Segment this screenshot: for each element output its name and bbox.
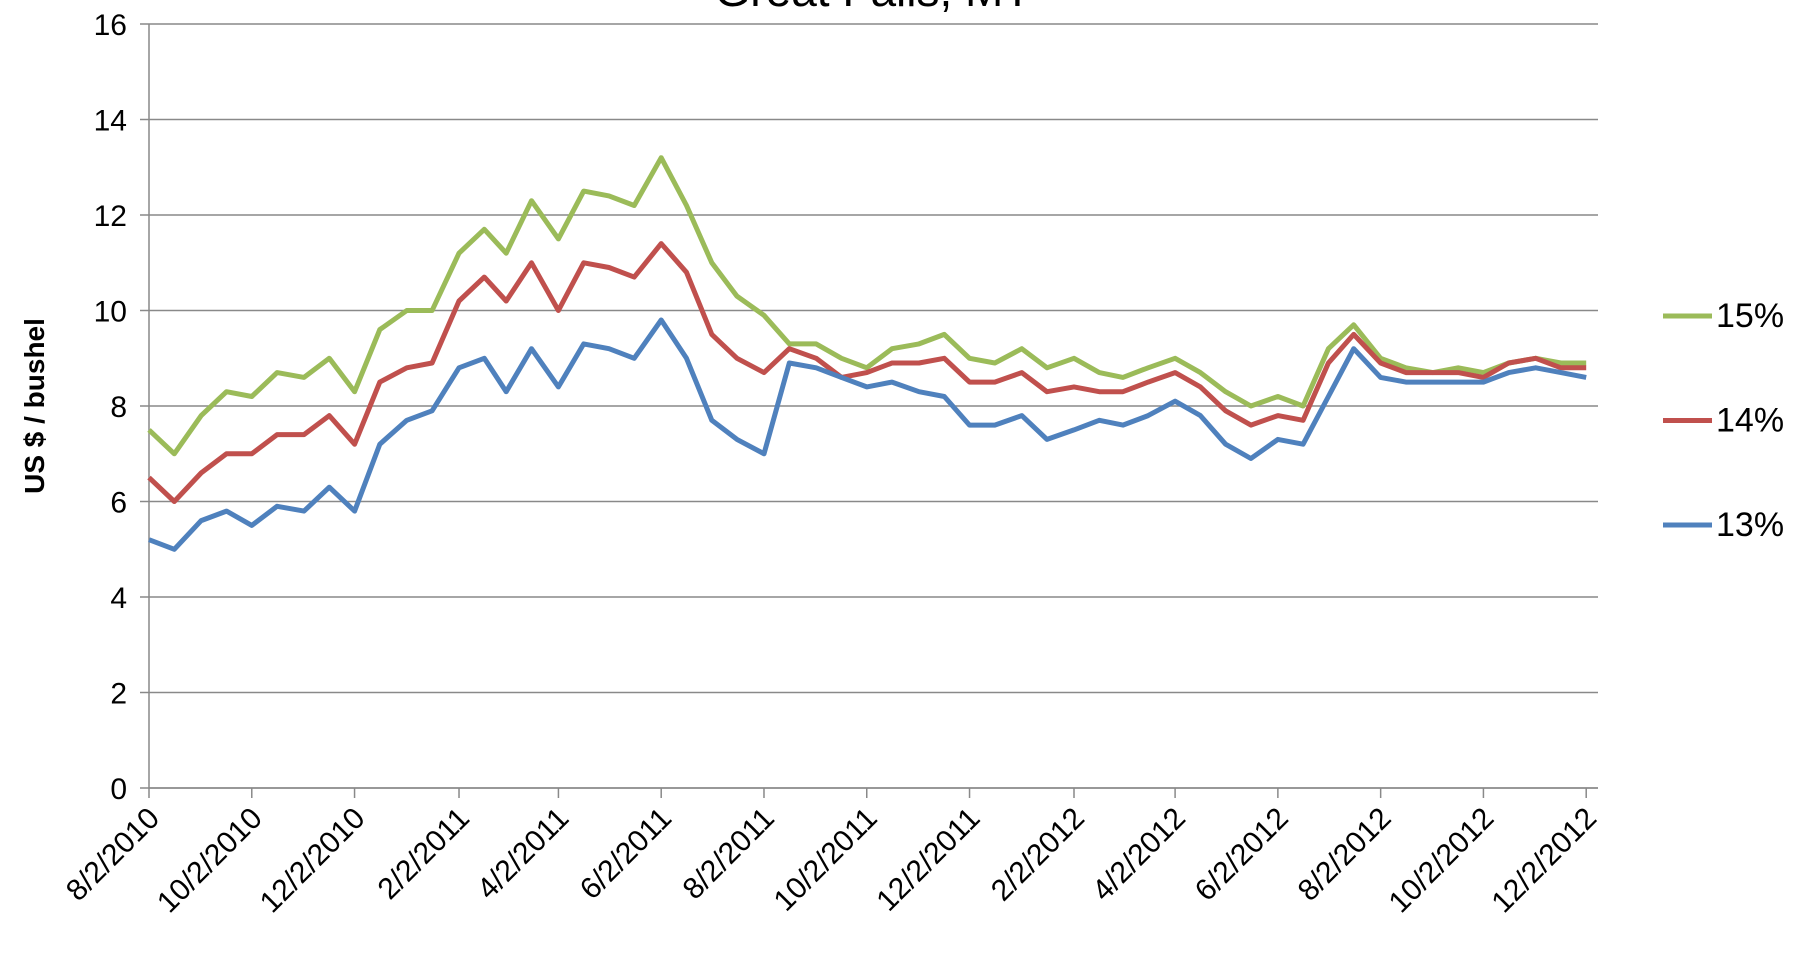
x-tick-label: 4/2/2011 xyxy=(471,802,575,906)
legend-label: 14% xyxy=(1716,402,1784,440)
y-tick-label: 12 xyxy=(94,200,127,233)
x-tick-label: 6/2/2011 xyxy=(574,802,678,906)
legend-label: 15% xyxy=(1716,297,1784,335)
y-tick-label: 8 xyxy=(110,391,127,424)
y-tick-label: 14 xyxy=(94,105,127,138)
chart-title: Great Falls, MT xyxy=(715,0,1032,16)
x-tick-label: 8/2/2010 xyxy=(60,802,166,908)
x-tick-label: 6/2/2012 xyxy=(1189,802,1295,908)
legend-label: 13% xyxy=(1716,506,1784,544)
x-tick-label: 8/2/2012 xyxy=(1292,802,1398,908)
x-tick-label: 8/2/2011 xyxy=(677,802,781,906)
x-tick-label: 12/2/2010 xyxy=(254,802,372,920)
x-tick-label: 2/2/2011 xyxy=(372,802,476,906)
y-tick-label: 4 xyxy=(110,582,127,615)
x-tick-label: 4/2/2012 xyxy=(1086,802,1192,908)
x-tick-label: 12/2/2012 xyxy=(1485,802,1603,920)
y-tick-label: 10 xyxy=(94,296,127,329)
y-tick-label: 16 xyxy=(94,9,127,42)
series-line xyxy=(147,241,1587,504)
x-tick-label: 2/2/2012 xyxy=(985,802,1091,908)
y-tick-label: 6 xyxy=(110,487,127,520)
y-tick-label: 2 xyxy=(110,678,127,711)
y-tick-label: 0 xyxy=(110,773,127,806)
x-tick-label: 12/2/2011 xyxy=(870,802,986,918)
x-tick-label: 10/2/2010 xyxy=(151,802,269,920)
series-line xyxy=(148,317,1587,552)
x-tick-label: 10/2/2011 xyxy=(768,802,884,918)
series-line xyxy=(147,155,1587,457)
x-tick-label: 10/2/2012 xyxy=(1383,802,1501,920)
y-axis-label: US $ / bushel xyxy=(19,318,50,494)
